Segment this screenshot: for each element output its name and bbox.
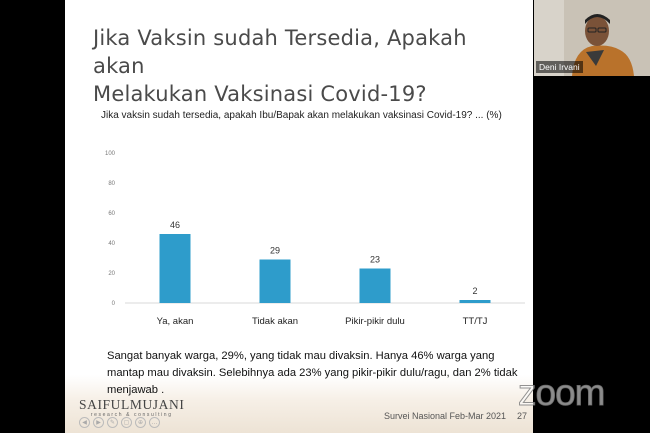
bar-1: [259, 259, 291, 303]
slideshow-toolbar-button[interactable]: ▢: [121, 417, 132, 428]
webcam-video-tile[interactable]: Deni Irvani: [534, 0, 650, 76]
y-tick-label: 80: [108, 181, 115, 187]
bar-0: [159, 234, 191, 303]
category-label: Ya, akan: [157, 316, 194, 327]
category-label: Tidak akan: [252, 316, 298, 327]
category-label: TT/TJ: [463, 316, 488, 327]
bar-2: [359, 268, 391, 303]
slideshow-toolbar-button[interactable]: …: [149, 417, 160, 428]
slideshow-toolbar-button[interactable]: ✎: [107, 417, 118, 428]
bar-3: [459, 300, 491, 303]
bar-value-label: 29: [270, 246, 280, 256]
slide-note: Sangat banyak warga, 29%, yang tidak mau…: [107, 350, 518, 396]
y-tick-label: 20: [108, 271, 115, 277]
slide-title-line2: Melakukan Vaksinasi Covid-19?: [93, 82, 427, 106]
saiful-mujani-logo: SAIFULMUJANI research & consulting: [79, 397, 184, 418]
y-tick-label: 60: [108, 211, 115, 217]
y-tick-label: 100: [105, 151, 116, 157]
slide-title: Jika Vaksin sudah Tersedia, Apakah akan …: [93, 24, 513, 108]
chart-question: Jika vaksin sudah tersedia, apakah Ibu/B…: [101, 110, 502, 121]
logo-sub-text: research & consulting: [90, 412, 173, 418]
slideshow-toolbar: ◀ ▶ ✎ ▢ ⊕…: [79, 417, 160, 428]
participant-name-label: Deni Irvani: [536, 61, 583, 73]
presentation-slide: Jika Vaksin sudah Tersedia, Apakah akan …: [65, 0, 533, 433]
slide-title-line1: Jika Vaksin sudah Tersedia, Apakah akan: [93, 26, 467, 78]
bar-value-label: 2: [472, 286, 477, 296]
slideshow-toolbar-button[interactable]: ⊕: [135, 417, 146, 428]
y-tick-label: 40: [108, 241, 115, 247]
slideshow-toolbar-button[interactable]: ▶: [93, 417, 104, 428]
bar-chart: 0 20 40 60 80 100 46 Ya, akan 29 Tidak akan 23 Piki…: [105, 151, 525, 327]
footer-survey-label: Survei Nasional Feb-Mar 2021: [384, 411, 507, 421]
slide-page-number: 27: [517, 411, 528, 421]
bar-value-label: 46: [170, 220, 180, 230]
slideshow-toolbar-button[interactable]: ◀: [79, 417, 90, 428]
category-label: Pikir-pikir dulu: [345, 316, 405, 327]
y-tick-label: 0: [112, 301, 116, 307]
bar-value-label: 23: [370, 255, 380, 265]
zoom-watermark: zoom: [517, 372, 605, 414]
logo-main-text: SAIFULMUJANI: [79, 397, 185, 412]
